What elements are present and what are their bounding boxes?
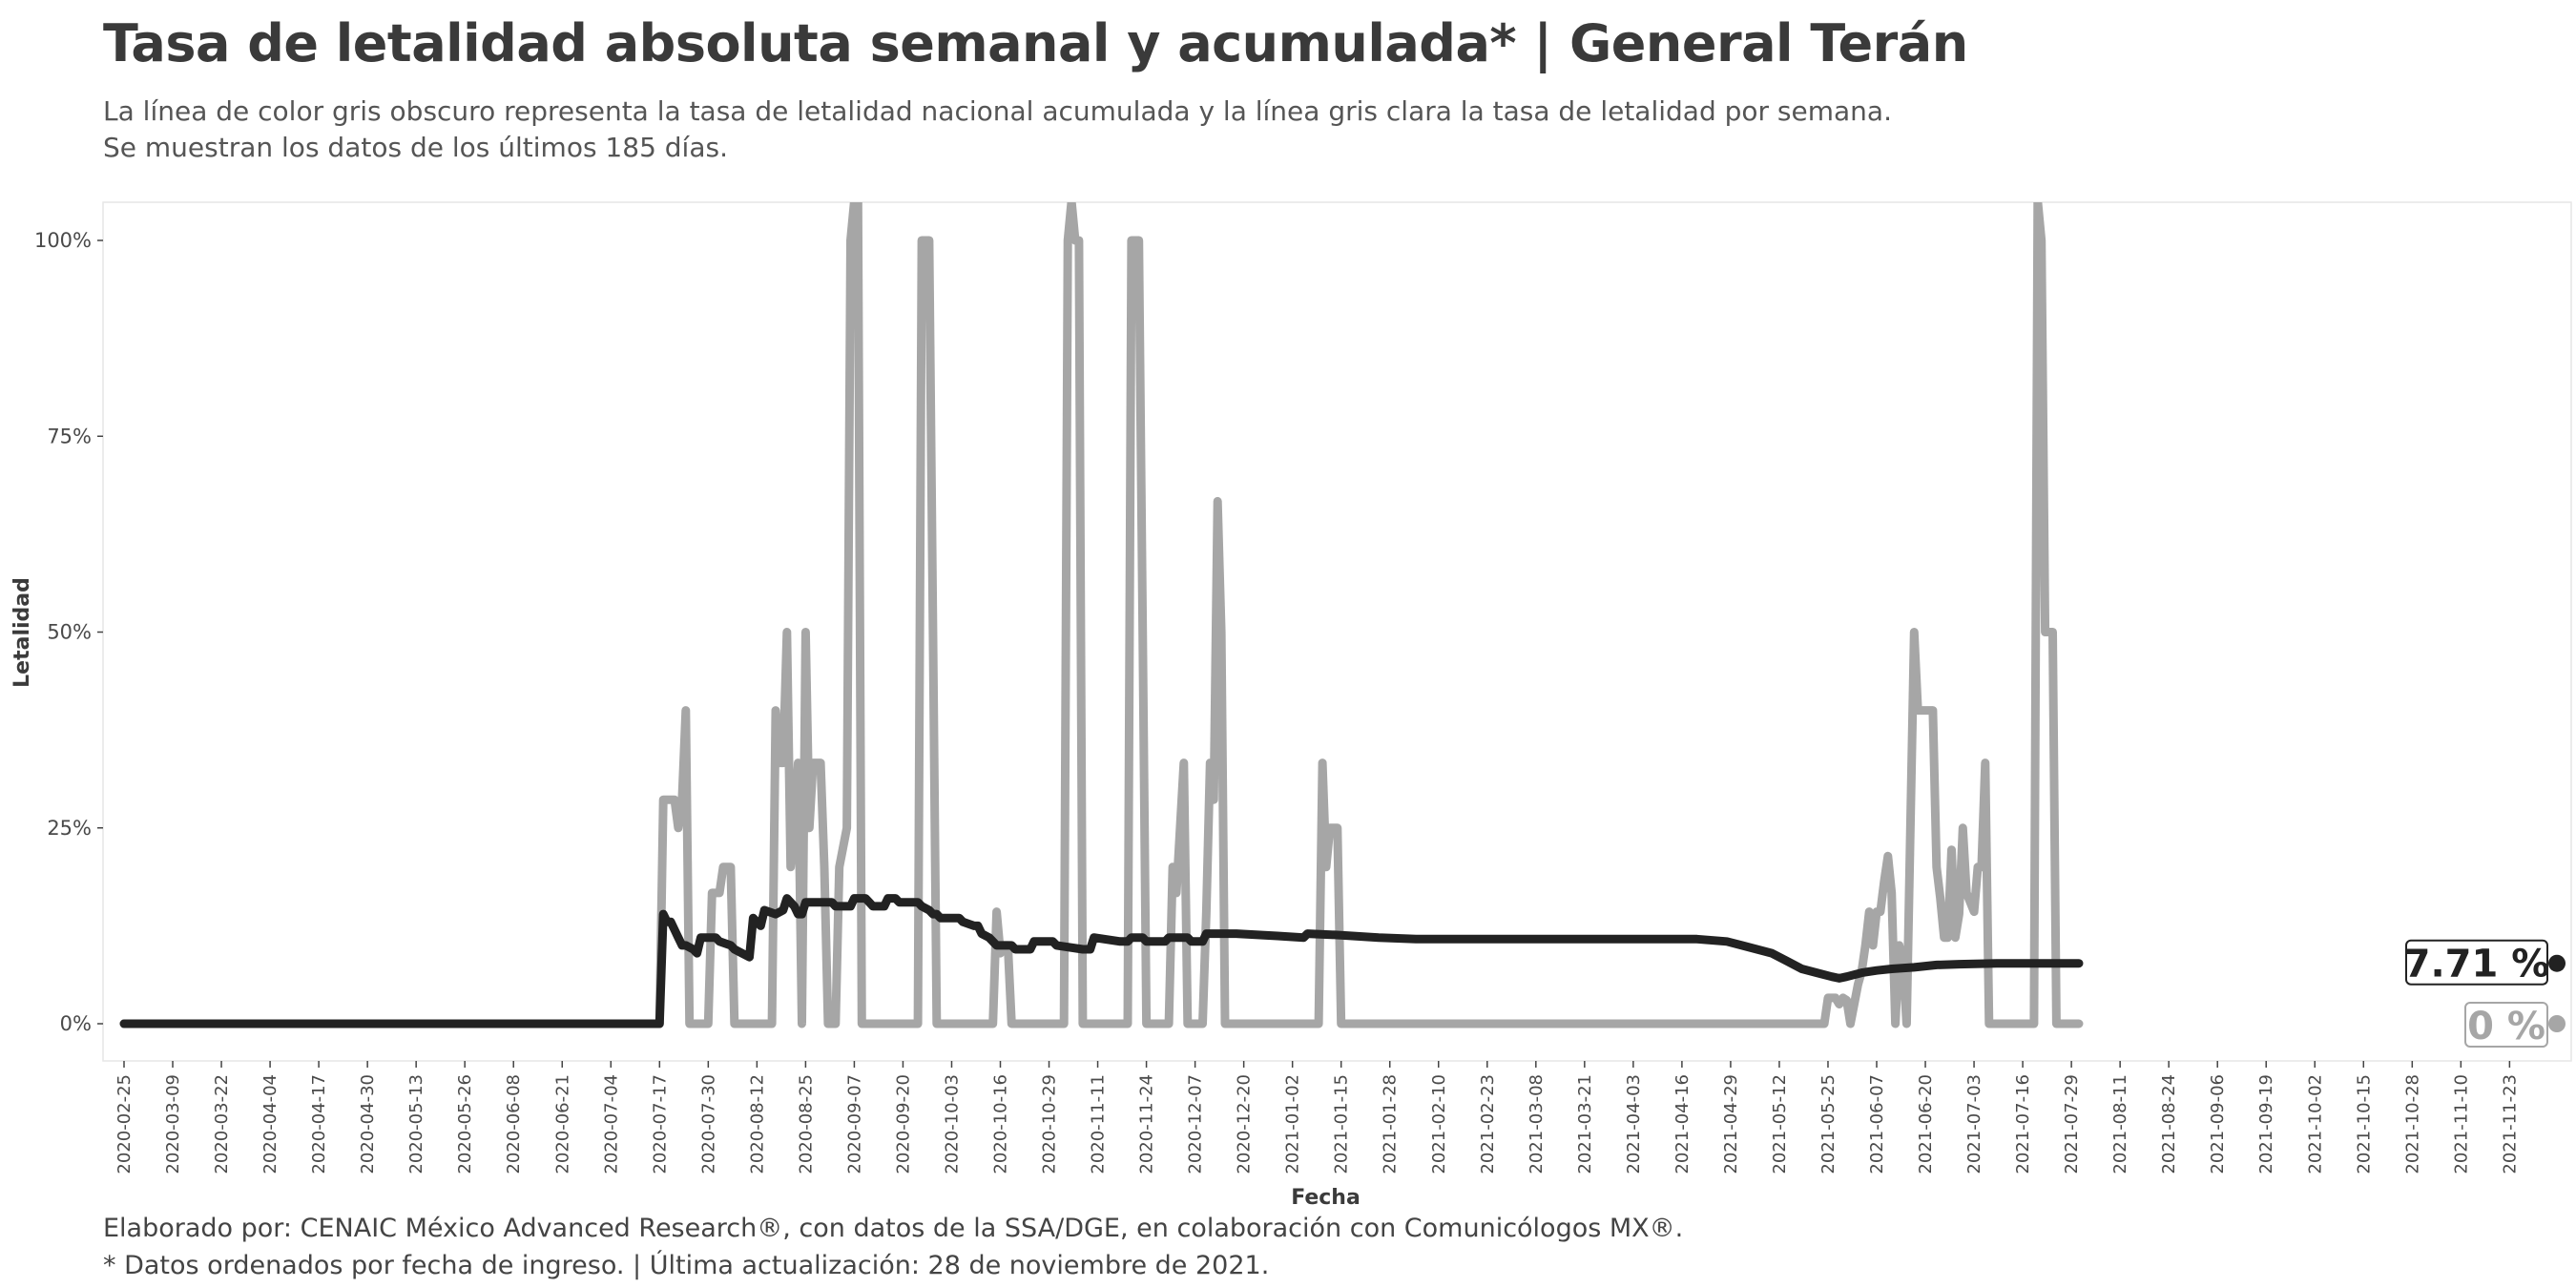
x-tick-label: 2021-07-29: [2062, 1074, 2082, 1174]
x-tick-label: 2021-03-21: [1575, 1074, 1595, 1174]
x-tick-label: 2021-09-06: [2208, 1074, 2228, 1174]
x-tick-label: 2020-10-29: [1040, 1074, 1060, 1174]
x-tick-label: 2021-04-16: [1672, 1074, 1693, 1174]
x-tick-label: 2021-11-10: [2451, 1074, 2471, 1174]
x-tick-label: 2021-09-19: [2256, 1074, 2276, 1174]
x-tick-label: 2021-07-03: [1964, 1074, 1984, 1174]
subtitle-line-1: La línea de color gris obscuro represent…: [103, 95, 1892, 127]
x-tick-label: 2020-08-25: [796, 1074, 816, 1174]
weekly-lethality-line: [119, 202, 2084, 1028]
x-tick-label: 2021-10-15: [2354, 1074, 2374, 1174]
y-axis-title: Letalidad: [10, 577, 34, 688]
x-tick-label: 2020-10-16: [991, 1074, 1011, 1174]
chart-title: Tasa de letalidad absoluta semanal y acu…: [103, 13, 1968, 73]
x-tick-label: 2020-06-08: [504, 1074, 524, 1174]
x-tick-label: 2021-11-23: [2500, 1074, 2520, 1174]
x-tick-label: 2021-08-24: [2159, 1074, 2179, 1174]
x-tick-label: 2020-03-09: [163, 1074, 183, 1174]
x-tick-label: 2020-04-17: [309, 1074, 329, 1174]
weekly-end-label-box: [2464, 1002, 2548, 1048]
x-tick-label: 2020-12-07: [1186, 1074, 1206, 1174]
x-tick-label: 2021-02-23: [1478, 1074, 1498, 1174]
x-tick-label: 2021-10-28: [2402, 1074, 2422, 1174]
x-tick-label: 2021-08-11: [2110, 1074, 2130, 1174]
y-tick-label: 0%: [60, 1012, 92, 1035]
x-tick-label: 2020-12-20: [1235, 1074, 1255, 1174]
subtitle-line-2: Se muestran los datos de los últimos 185…: [103, 132, 728, 163]
y-tick-label: 25%: [47, 817, 92, 840]
x-tick-label: 2020-11-24: [1137, 1074, 1157, 1174]
x-tick-label: 2021-01-02: [1283, 1074, 1303, 1174]
x-tick-label: 2020-04-04: [260, 1074, 280, 1174]
caption-line-2: * Datos ordenados por fecha de ingreso. …: [103, 1251, 1270, 1280]
x-tick-label: 2020-07-04: [601, 1074, 621, 1174]
x-tick-label: 2021-06-20: [1916, 1074, 1936, 1174]
cumulative-end-label-box: [2405, 939, 2548, 986]
x-tick-label: 2020-03-22: [212, 1074, 232, 1174]
x-tick-label: 2020-10-03: [942, 1074, 962, 1174]
y-tick-label: 100%: [34, 229, 92, 252]
chart-caption: Elaborado por: CENAIC México Advanced Re…: [103, 1210, 1683, 1284]
x-axis-title: Fecha: [1291, 1186, 1361, 1210]
x-tick-label: 2021-04-03: [1624, 1074, 1644, 1174]
x-tick-label: 2020-06-21: [552, 1074, 572, 1174]
weekly-end-label: 0 %: [2467, 1005, 2545, 1049]
chart-subtitle: La línea de color gris obscuro represent…: [103, 93, 1892, 166]
x-tick-label: 2020-07-17: [650, 1074, 670, 1174]
x-tick-label: 2020-07-30: [698, 1074, 718, 1174]
y-tick-label: 75%: [47, 425, 92, 447]
y-tick-label: 50%: [47, 621, 92, 644]
x-tick-label: 2021-01-15: [1332, 1074, 1352, 1174]
x-tick-label: 2021-03-08: [1527, 1074, 1547, 1174]
x-tick-label: 2021-01-28: [1381, 1074, 1401, 1174]
x-tick-label: 2021-02-10: [1429, 1074, 1449, 1174]
x-tick-label: 2021-07-16: [2013, 1074, 2033, 1174]
x-tick-label: 2021-05-12: [1770, 1074, 1790, 1174]
cumulative-end-point: [2548, 954, 2566, 972]
x-tick-label: 2020-11-11: [1089, 1074, 1109, 1174]
caption-line-1: Elaborado por: CENAIC México Advanced Re…: [103, 1214, 1684, 1243]
x-tick-label: 2020-08-12: [747, 1074, 767, 1174]
cumulative-end-label: 7.71 %: [2404, 943, 2550, 987]
weekly-end-point: [2548, 1015, 2566, 1032]
cumulative-lethality-line: [119, 894, 2084, 1028]
x-tick-label: 2020-05-26: [455, 1074, 475, 1174]
x-tick-label: 2021-04-29: [1721, 1074, 1741, 1174]
x-tick-label: 2021-05-25: [1818, 1074, 1839, 1174]
x-tick-label: 2020-02-25: [114, 1074, 135, 1174]
x-tick-label: 2020-09-07: [844, 1074, 864, 1174]
x-tick-label: 2020-04-30: [358, 1074, 378, 1174]
x-tick-label: 2021-10-02: [2305, 1074, 2325, 1174]
x-tick-label: 2021-06-07: [1867, 1074, 1887, 1174]
x-tick-label: 2020-05-13: [406, 1074, 426, 1174]
x-tick-label: 2020-09-20: [893, 1074, 913, 1174]
